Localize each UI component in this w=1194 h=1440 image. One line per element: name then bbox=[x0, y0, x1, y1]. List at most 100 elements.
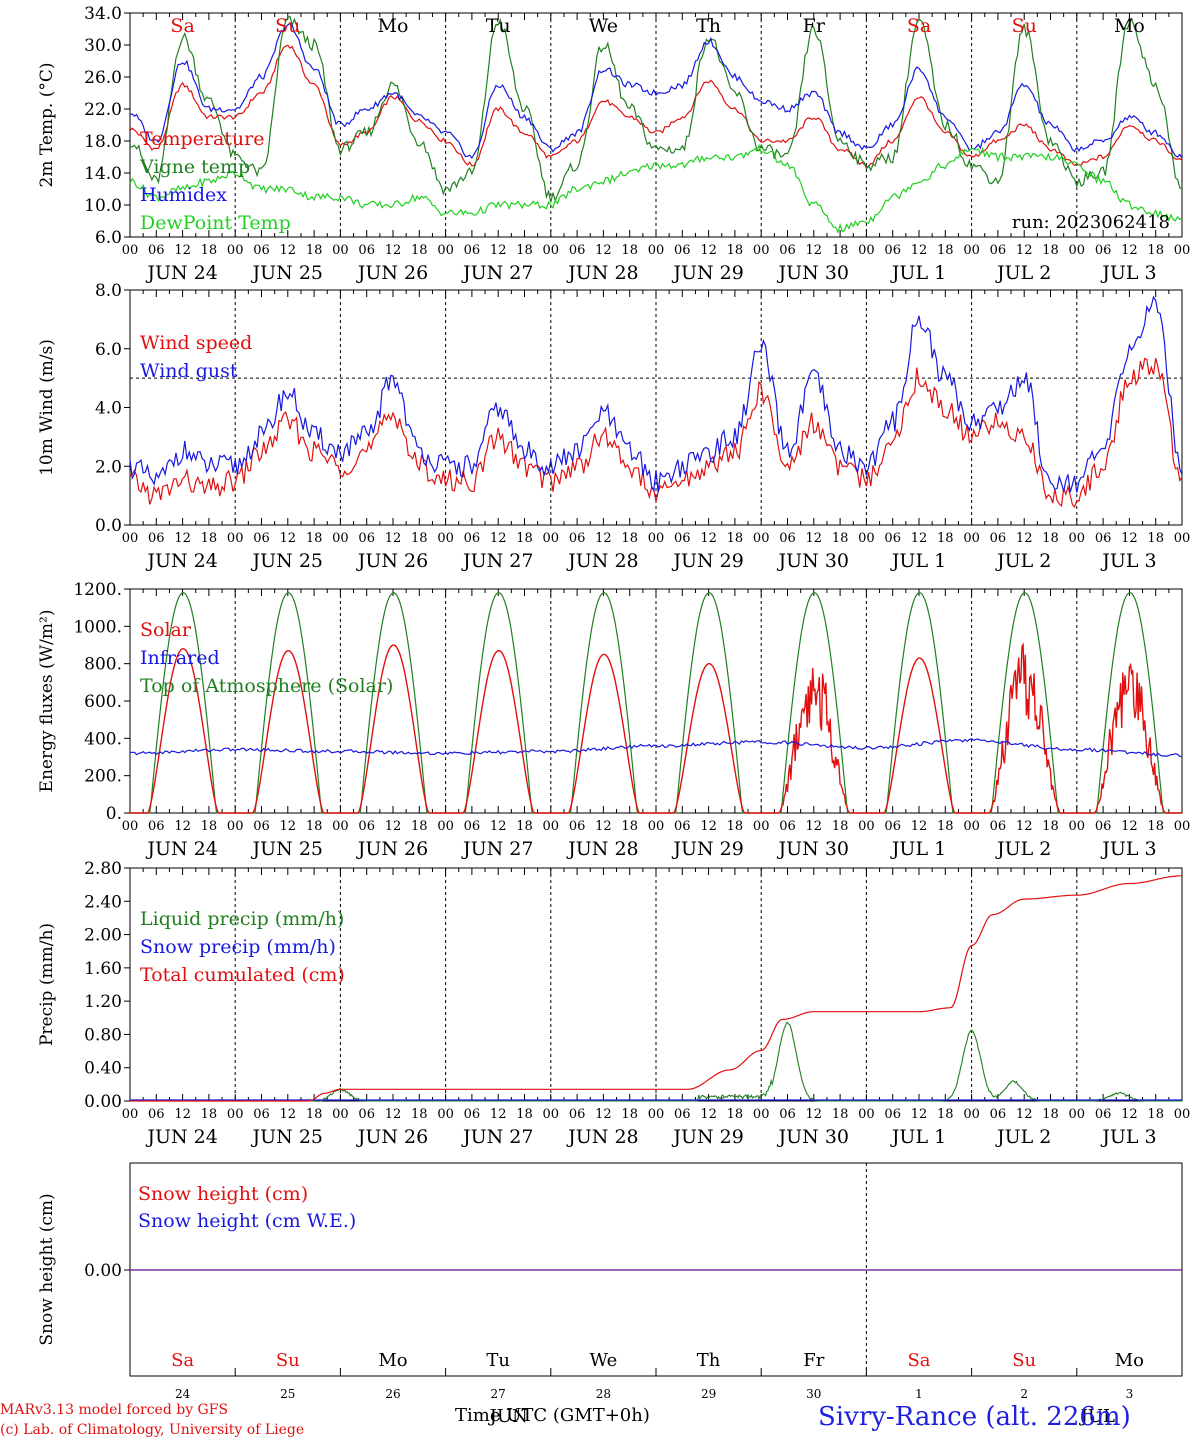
weekday-label-bottom: Sa bbox=[171, 1350, 194, 1371]
hour-label: 12 bbox=[911, 531, 928, 546]
hour-label: 12 bbox=[174, 531, 191, 546]
hour-label: 12 bbox=[1121, 243, 1138, 258]
hour-label: 12 bbox=[700, 819, 717, 834]
hour-label: 00 bbox=[122, 243, 139, 258]
panel-4-y-axis-label: Snow height (cm) bbox=[37, 1193, 57, 1345]
y-tick-label: 6.0 bbox=[95, 228, 122, 248]
y-tick-label: 4.0 bbox=[95, 399, 122, 419]
hour-label: 00 bbox=[437, 819, 454, 834]
month-label: JUL bbox=[1079, 1406, 1115, 1427]
energy-legend-item: Solar bbox=[140, 619, 192, 641]
y-tick-label: 600. bbox=[84, 692, 122, 712]
hour-label: 18 bbox=[201, 531, 218, 546]
hour-label: 06 bbox=[674, 531, 691, 546]
hour-label: 06 bbox=[1095, 243, 1112, 258]
hour-label: 06 bbox=[990, 243, 1007, 258]
hour-label: 00 bbox=[963, 819, 980, 834]
hour-label: 18 bbox=[832, 243, 849, 258]
hour-label: 12 bbox=[1016, 819, 1033, 834]
day-label: JUN 25 bbox=[251, 838, 323, 860]
hour-label: 00 bbox=[963, 1107, 980, 1122]
hour-label: 12 bbox=[280, 243, 297, 258]
hour-label: 00 bbox=[332, 1107, 349, 1122]
weekday-label-bottom: Su bbox=[1012, 1350, 1036, 1371]
hour-label: 06 bbox=[674, 243, 691, 258]
hour-label: 12 bbox=[595, 1107, 612, 1122]
temp-series-humidex bbox=[129, 22, 1183, 160]
day-label: JUN 25 bbox=[251, 1126, 323, 1148]
hour-label: 06 bbox=[148, 531, 165, 546]
hour-label: 18 bbox=[621, 819, 638, 834]
snow-legend-item: Snow height (cm) bbox=[138, 1183, 308, 1205]
hour-label: 00 bbox=[227, 243, 244, 258]
weekday-label-bottom: Su bbox=[276, 1350, 300, 1371]
hour-label: 18 bbox=[727, 1107, 744, 1122]
hour-label: 18 bbox=[832, 1107, 849, 1122]
hour-label: 12 bbox=[806, 819, 823, 834]
hour-label: 06 bbox=[253, 531, 270, 546]
day-label: JUN 30 bbox=[777, 1126, 849, 1148]
day-label: JUN 26 bbox=[356, 550, 428, 572]
hour-label: 12 bbox=[280, 1107, 297, 1122]
temp-legend-item: Humidex bbox=[140, 184, 227, 206]
day-label: JUN 28 bbox=[566, 550, 638, 572]
hour-label: 18 bbox=[832, 819, 849, 834]
hour-label: 12 bbox=[490, 531, 507, 546]
hour-label: 06 bbox=[148, 243, 165, 258]
hour-label: 12 bbox=[490, 819, 507, 834]
y-tick-label: 34.0 bbox=[84, 4, 122, 24]
hour-label: 18 bbox=[937, 243, 954, 258]
hour-label: 06 bbox=[253, 1107, 270, 1122]
hour-label: 12 bbox=[700, 531, 717, 546]
weekday-label: Th bbox=[696, 15, 721, 37]
hour-label: 06 bbox=[884, 1107, 901, 1122]
hour-label: 00 bbox=[122, 1107, 139, 1122]
day-label: JUN 27 bbox=[461, 550, 533, 572]
panel-0-y-axis-label: 2m Temp. (°C) bbox=[37, 62, 57, 187]
hour-label: 12 bbox=[490, 243, 507, 258]
hour-label: 18 bbox=[621, 243, 638, 258]
hour-label: 00 bbox=[858, 819, 875, 834]
hour-label: 06 bbox=[1095, 819, 1112, 834]
hour-label: 12 bbox=[385, 1107, 402, 1122]
hour-label: 12 bbox=[700, 1107, 717, 1122]
hour-label: 12 bbox=[280, 531, 297, 546]
hour-label: 12 bbox=[1016, 243, 1033, 258]
hour-label: 00 bbox=[1174, 819, 1191, 834]
hour-label: 00 bbox=[753, 531, 770, 546]
hour-label: 00 bbox=[753, 1107, 770, 1122]
hour-label: 00 bbox=[1069, 531, 1086, 546]
solar-line bbox=[130, 642, 1182, 814]
hour-label: 00 bbox=[437, 1107, 454, 1122]
day-label: JUL 2 bbox=[995, 838, 1051, 860]
weekday-label: We bbox=[589, 15, 618, 37]
hour-label: 12 bbox=[1121, 531, 1138, 546]
hour-label: 00 bbox=[543, 1107, 560, 1122]
y-tick-label: 1000. bbox=[73, 617, 122, 637]
hour-label: 18 bbox=[306, 819, 323, 834]
hour-label: 18 bbox=[516, 1107, 533, 1122]
hour-label: 18 bbox=[937, 819, 954, 834]
hour-label: 18 bbox=[937, 531, 954, 546]
hour-label: 18 bbox=[411, 243, 428, 258]
hour-label: 06 bbox=[569, 531, 586, 546]
day-label: JUN 24 bbox=[145, 838, 217, 860]
wind-legend-item: Wind speed bbox=[140, 332, 252, 354]
hour-label: 06 bbox=[1095, 1107, 1112, 1122]
panel-2-frame bbox=[129, 588, 1183, 814]
y-tick-label: 1200. bbox=[73, 580, 122, 600]
hour-label: 12 bbox=[385, 819, 402, 834]
y-tick-label: 200. bbox=[84, 767, 122, 787]
day-label: JUL 3 bbox=[1100, 550, 1156, 572]
hour-label: 18 bbox=[306, 243, 323, 258]
hour-label: 06 bbox=[253, 243, 270, 258]
weekday-label-bottom: Mo bbox=[1115, 1350, 1144, 1371]
hour-label: 06 bbox=[1095, 531, 1112, 546]
hour-label: 12 bbox=[911, 1107, 928, 1122]
day-label: JUN 27 bbox=[461, 262, 533, 284]
hour-label: 00 bbox=[648, 1107, 665, 1122]
hour-label: 12 bbox=[174, 243, 191, 258]
hour-label: 18 bbox=[727, 531, 744, 546]
day-label: JUN 25 bbox=[251, 550, 323, 572]
hour-label: 00 bbox=[122, 819, 139, 834]
